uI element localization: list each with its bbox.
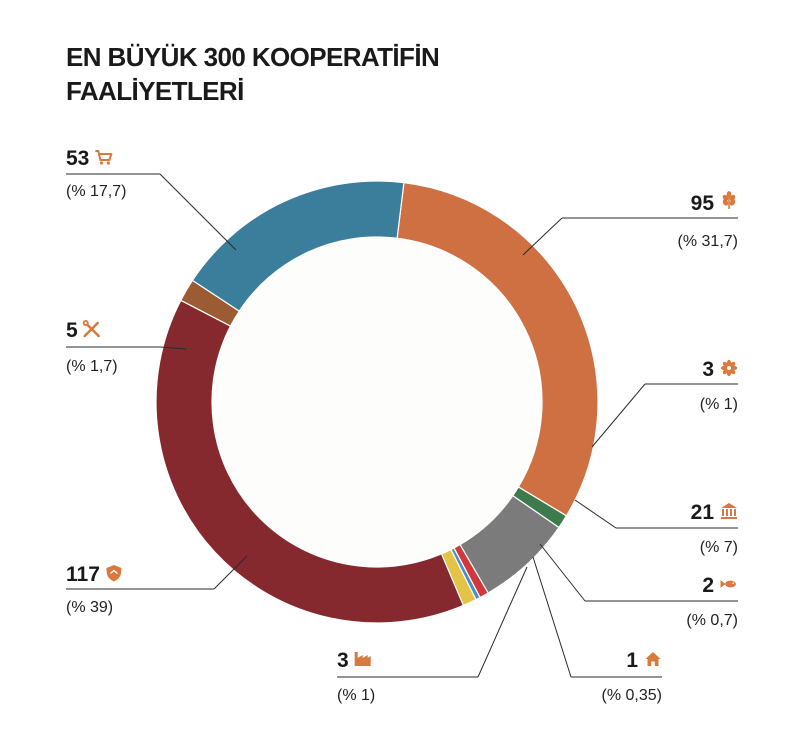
wheat-icon: [722, 191, 736, 209]
segment-label-bank: 21 (% 7): [574, 499, 738, 556]
segment-label-factory: 3 (% 1): [337, 566, 528, 704]
leader-line: [159, 173, 237, 251]
segment-percent: (% 7): [700, 539, 738, 556]
donut-segment-wheat: [396, 181, 599, 517]
segment-value: 5: [66, 319, 78, 342]
segment-percent: (% 1,7): [66, 358, 118, 375]
segment-value: 3: [702, 358, 714, 381]
chart-title: EN BÜYÜK 300 KOOPERATİFİN FAALİYETLERİ: [66, 40, 440, 108]
leader-line: [522, 217, 563, 256]
leader-line: [532, 556, 572, 678]
segment-value: 53: [66, 147, 89, 170]
segment-label-house: 1 (% 0,35): [532, 556, 662, 704]
bank-icon: [721, 503, 737, 519]
house-icon: [645, 652, 661, 666]
segment-value: 2: [702, 574, 714, 597]
segment-label-flower: 3 (% 1): [591, 358, 738, 448]
segment-labels: 95 (% 31,7) 3 (% 1) 21 (% 7) 2 (% 0,7) 1 (% 0,35)…: [66, 147, 738, 704]
leader-line: [213, 555, 248, 590]
donut-hole: [212, 237, 542, 567]
leader-line: [159, 346, 187, 350]
tools-icon: [82, 320, 100, 338]
cart-icon: [95, 150, 113, 165]
segment-value: 3: [337, 649, 349, 672]
segment-percent: (% 1): [337, 687, 375, 704]
leader-line: [539, 543, 586, 602]
segment-percent: (% 0,35): [602, 687, 662, 704]
segment-percent: (% 0,7): [686, 612, 738, 629]
segment-percent: (% 39): [66, 599, 113, 616]
segment-percent: (% 1): [700, 396, 738, 413]
segment-label-cart: 53 (% 17,7): [66, 147, 237, 251]
segment-value: 95: [691, 192, 715, 215]
chart-title-line-2: FAALİYETLERİ: [66, 76, 244, 106]
donut-segments: [155, 180, 599, 624]
segment-percent: (% 31,7): [678, 233, 738, 250]
chart-title-line-1: EN BÜYÜK 300 KOOPERATİFİN: [66, 42, 440, 72]
segment-label-fish: 2 (% 0,7): [539, 543, 738, 629]
segment-percent: (% 17,7): [66, 183, 126, 200]
leader-line: [591, 383, 646, 448]
donut-segment-shield: [155, 299, 465, 624]
segment-value: 21: [691, 501, 715, 524]
factory-icon: [354, 652, 371, 666]
leader-line: [574, 499, 617, 529]
segment-label-wheat: 95 (% 31,7): [522, 191, 738, 256]
flower-icon: [720, 359, 738, 377]
shield-icon: [106, 565, 122, 582]
segment-value: 1: [626, 649, 638, 672]
donut-segment-cart: [191, 180, 405, 313]
segment-label-tools: 5 (% 1,7): [66, 319, 187, 375]
leader-line: [477, 566, 528, 678]
segment-label-shield: 117 (% 39): [66, 555, 248, 616]
segment-value: 117: [66, 563, 100, 586]
fish-icon: [720, 580, 736, 588]
